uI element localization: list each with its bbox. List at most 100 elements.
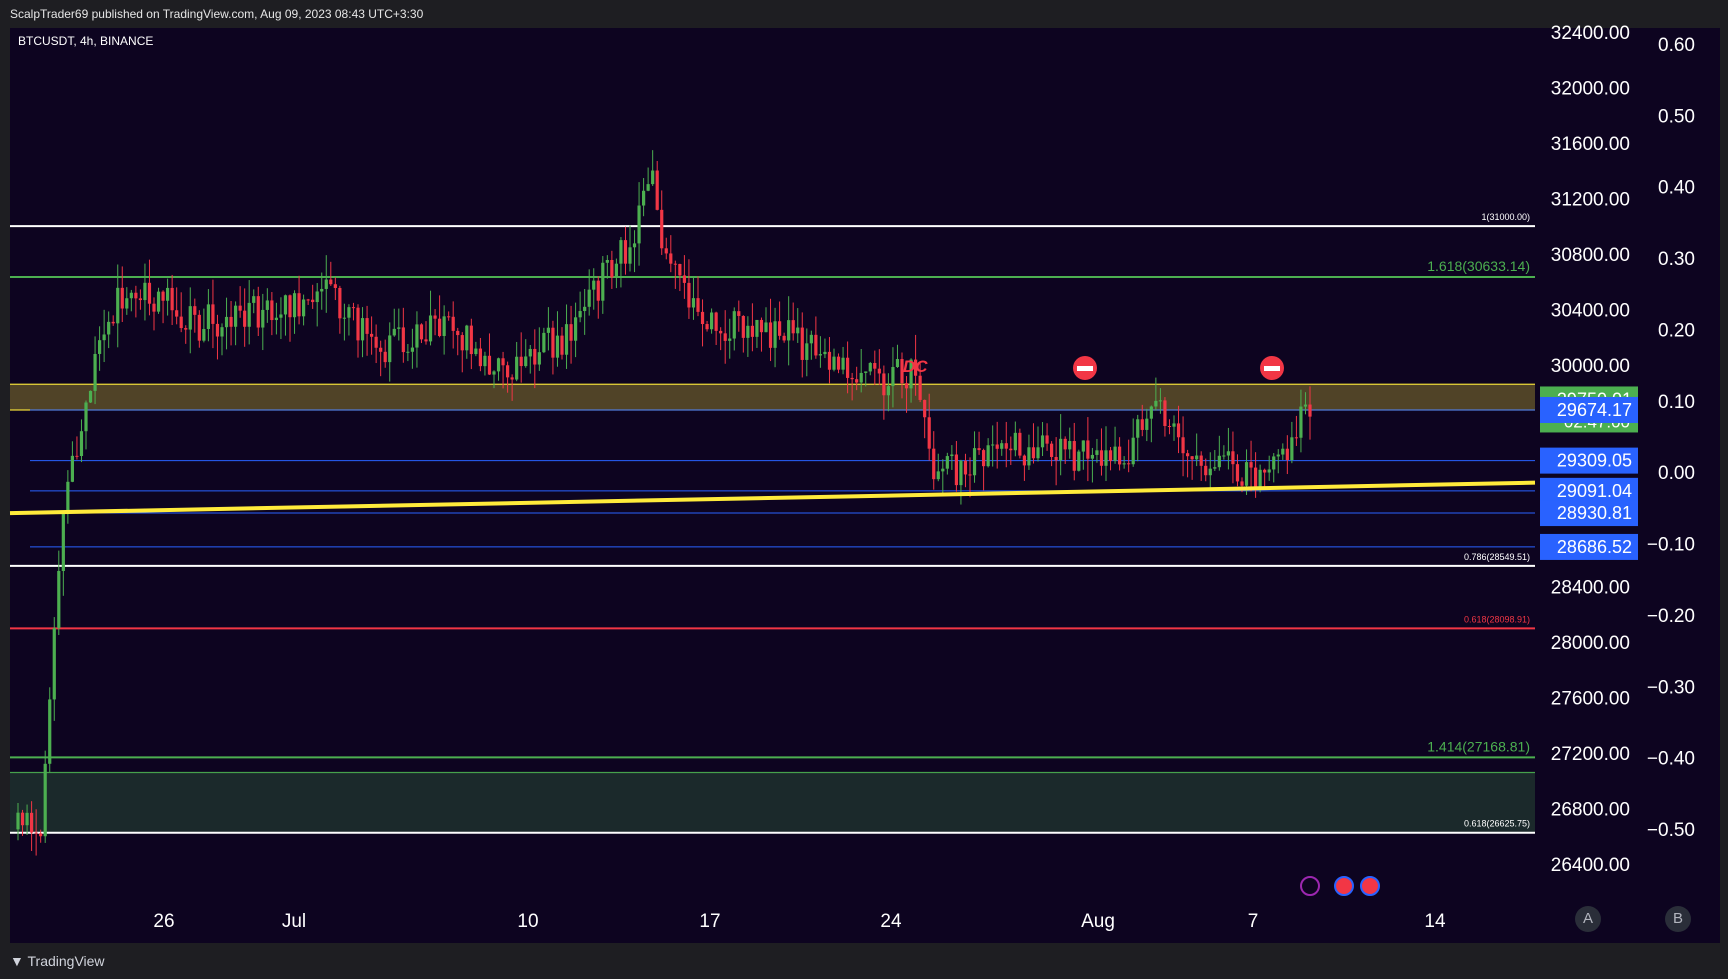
candle-body bbox=[737, 311, 741, 316]
candle-body bbox=[166, 287, 170, 301]
candle-body bbox=[442, 316, 446, 337]
candle-body bbox=[152, 303, 156, 312]
price-label-box bbox=[1540, 533, 1638, 560]
price-axis-tick: 27600.00 bbox=[1551, 689, 1630, 710]
candle-body bbox=[1095, 450, 1099, 455]
candle-body bbox=[315, 291, 319, 303]
fib-level-label-1: 1.618(30633.14) bbox=[1427, 258, 1530, 274]
candle-body bbox=[755, 319, 759, 337]
candle-body bbox=[818, 354, 822, 356]
candle-body bbox=[483, 355, 487, 367]
ratio-axis-tick: −0.30 bbox=[1647, 677, 1695, 698]
candle-body bbox=[642, 190, 646, 206]
candle-body bbox=[787, 320, 791, 341]
candle-body bbox=[923, 399, 927, 418]
candle-body bbox=[1122, 463, 1126, 465]
price-label-box bbox=[1540, 447, 1638, 474]
us-flag-icon bbox=[1360, 876, 1380, 896]
fib-level-label-5: 0.618(26625.75) bbox=[1464, 819, 1530, 829]
candle-body bbox=[977, 448, 981, 451]
candle-body bbox=[120, 287, 124, 309]
candle-body bbox=[900, 359, 904, 384]
candle-body bbox=[1226, 451, 1230, 456]
candle-body bbox=[569, 324, 573, 341]
candle-body bbox=[596, 280, 600, 301]
ratio-axis-tick: −0.50 bbox=[1647, 820, 1695, 841]
candle-body bbox=[610, 259, 614, 278]
candle-body bbox=[873, 363, 877, 369]
candle-body bbox=[161, 291, 165, 301]
candle-body bbox=[959, 460, 963, 486]
candle-body bbox=[1204, 465, 1208, 476]
candle-body bbox=[746, 325, 750, 338]
candle-body bbox=[506, 365, 510, 378]
candle-body bbox=[542, 332, 546, 353]
candle-body bbox=[75, 455, 79, 457]
candle-body bbox=[832, 356, 836, 370]
price-axis-tick: 28400.00 bbox=[1551, 578, 1630, 599]
candle-body bbox=[533, 348, 537, 365]
candle-body bbox=[1158, 400, 1162, 402]
candle-body bbox=[388, 335, 392, 363]
candle-body bbox=[193, 306, 197, 315]
candle-body bbox=[25, 812, 29, 826]
tradingview-logo[interactable]: ▼ TradingView bbox=[10, 953, 105, 969]
candle-body bbox=[995, 444, 999, 449]
price-label-value: 29091.04 bbox=[1557, 481, 1632, 501]
candle-body bbox=[61, 512, 65, 571]
candle-body bbox=[691, 298, 696, 308]
candle-body bbox=[224, 316, 229, 328]
candle-body bbox=[1176, 423, 1181, 438]
candle-body bbox=[469, 325, 473, 355]
candle-body bbox=[741, 315, 745, 338]
candle-body bbox=[950, 454, 954, 457]
candle-body bbox=[478, 348, 482, 367]
candle-body bbox=[70, 455, 74, 482]
candle-body bbox=[320, 288, 324, 292]
scale-button-b[interactable]: B bbox=[1665, 906, 1691, 932]
candle-body bbox=[474, 348, 478, 355]
candle-body bbox=[206, 304, 210, 329]
candle-body bbox=[1099, 450, 1104, 466]
candle-body bbox=[1104, 450, 1108, 466]
candle-body bbox=[528, 348, 532, 357]
candle-body bbox=[125, 298, 129, 309]
candle-body bbox=[1059, 438, 1063, 461]
candle-body bbox=[882, 373, 886, 396]
candle-body bbox=[360, 318, 365, 341]
candle-body bbox=[265, 300, 269, 310]
candle-body bbox=[859, 372, 863, 383]
candle-body bbox=[809, 334, 813, 344]
candle-body bbox=[1186, 453, 1190, 457]
candle-body bbox=[84, 402, 88, 432]
candle-body bbox=[20, 812, 25, 826]
candle-body bbox=[687, 282, 691, 308]
candle-body bbox=[850, 377, 854, 380]
candle-body bbox=[93, 353, 97, 391]
candle-body bbox=[179, 316, 183, 329]
candle-body bbox=[651, 170, 655, 185]
candle-body bbox=[632, 243, 637, 248]
candle-body bbox=[261, 309, 265, 328]
scale-button-a[interactable]: A bbox=[1575, 906, 1601, 932]
candle-body bbox=[1000, 443, 1004, 449]
candle-body bbox=[782, 335, 786, 341]
candle-body bbox=[669, 253, 673, 264]
candle-body bbox=[1244, 462, 1249, 486]
candle-body bbox=[1195, 455, 1199, 460]
candle-body bbox=[1027, 447, 1031, 466]
candle-body bbox=[1199, 455, 1203, 466]
price-label-value: 28930.81 bbox=[1557, 503, 1632, 523]
candle-body bbox=[496, 358, 501, 372]
price-axis-tick: 28000.00 bbox=[1551, 633, 1630, 654]
candle-body bbox=[705, 324, 709, 330]
candle-body bbox=[515, 356, 519, 380]
candle-body bbox=[465, 325, 469, 351]
candle-body bbox=[619, 240, 623, 264]
candle-body bbox=[537, 352, 541, 365]
candle-body bbox=[1308, 404, 1312, 417]
candle-body bbox=[560, 335, 564, 355]
candle-body bbox=[1167, 426, 1172, 428]
candle-body bbox=[57, 570, 61, 629]
